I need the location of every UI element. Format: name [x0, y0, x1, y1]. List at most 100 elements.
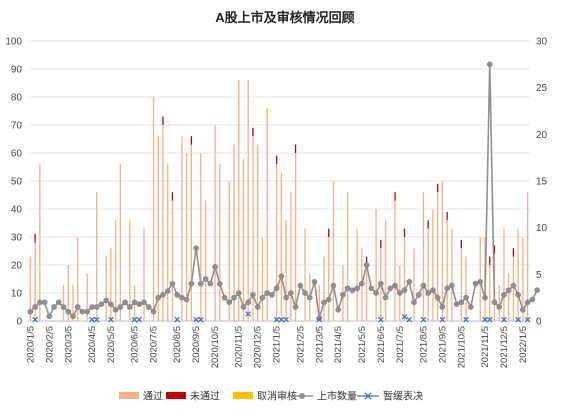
bar	[266, 116, 268, 321]
marker-point	[283, 316, 289, 323]
x-tick-label: 2021/8/5	[418, 326, 429, 363]
left-tick-label: 70	[11, 121, 23, 132]
line-point	[373, 290, 379, 296]
bar	[290, 192, 292, 321]
bar	[365, 265, 368, 321]
marker-stroke	[316, 316, 323, 323]
line-point	[202, 276, 209, 282]
bar	[280, 172, 283, 321]
legend-item: 未通过	[166, 390, 220, 403]
line-point	[84, 308, 91, 315]
bar	[323, 256, 325, 321]
left-axis-ticks: 0 10 20 30 40 50 60 70 80 90 100	[5, 37, 22, 328]
line-point	[231, 294, 237, 301]
bar	[451, 228, 453, 321]
line-point	[297, 282, 304, 289]
line-point	[169, 280, 176, 287]
line-point	[240, 304, 247, 310]
x-tick-label: 2020/1/5	[25, 326, 36, 363]
line-point	[65, 308, 72, 315]
line-point	[89, 304, 95, 310]
bar	[304, 228, 306, 321]
bar	[328, 228, 330, 237]
line-point	[112, 306, 119, 313]
line-point	[382, 294, 389, 301]
legend-label: 取消审核	[257, 390, 297, 403]
left-tick-label: 10	[11, 289, 23, 300]
marker-point	[420, 316, 427, 323]
line-point	[425, 290, 432, 296]
line-point	[126, 304, 133, 310]
line-point	[311, 278, 318, 285]
line-point	[515, 292, 522, 298]
bar	[143, 228, 145, 321]
bar	[512, 248, 515, 257]
line-point	[198, 280, 204, 287]
legend-label: 通过	[143, 390, 163, 403]
line-point	[344, 285, 351, 292]
bar	[167, 164, 169, 321]
marker-stroke	[245, 311, 252, 317]
line-point	[283, 294, 289, 301]
bar	[432, 209, 434, 321]
line-point	[482, 294, 488, 301]
line-point	[477, 278, 484, 285]
marker-stroke	[174, 316, 181, 323]
line-point	[330, 282, 337, 289]
bar	[228, 181, 230, 321]
line-point	[122, 299, 128, 306]
line-point	[250, 292, 256, 298]
marker-point	[377, 316, 384, 323]
line-point	[411, 299, 417, 306]
bar	[328, 237, 330, 321]
legend-label: 暂缓表决	[383, 390, 423, 403]
line-point	[216, 280, 223, 287]
line-point	[392, 282, 398, 289]
line-point	[377, 280, 384, 287]
marker-stroke	[501, 316, 507, 323]
line-point	[188, 280, 195, 287]
left-tick-label: 80	[11, 93, 23, 104]
line-point	[524, 299, 531, 306]
line-point	[145, 304, 152, 310]
bar	[489, 256, 491, 265]
line-point	[335, 306, 342, 313]
marker-stroke	[278, 316, 285, 323]
line-point	[55, 299, 62, 306]
marker-point	[193, 316, 199, 323]
line-point	[505, 287, 512, 294]
bar	[493, 245, 496, 254]
bar	[233, 144, 235, 321]
right-tick-label: 15	[536, 177, 548, 188]
right-tick-label: 30	[536, 37, 548, 48]
line-point	[453, 301, 460, 308]
marker-point	[463, 316, 469, 323]
bar	[446, 220, 448, 321]
bar	[437, 192, 439, 321]
bar	[427, 220, 429, 229]
marker-point	[278, 316, 285, 323]
line-point	[491, 299, 498, 306]
bar	[522, 237, 524, 321]
line-point	[79, 308, 86, 315]
bar	[460, 239, 462, 249]
bar	[77, 237, 79, 321]
x-tick-label: 2020/12/5	[253, 326, 264, 368]
x-tick-label: 2021/12/5	[499, 326, 510, 368]
bar	[489, 265, 491, 321]
x-tick-label: 2020/10/5	[210, 326, 221, 368]
line-point	[93, 304, 100, 310]
bar	[498, 284, 500, 321]
bar	[394, 192, 396, 201]
legend-label: 未通过	[190, 390, 220, 403]
legend-item: 通过	[119, 390, 163, 403]
marker-stroke	[515, 316, 522, 323]
bar	[171, 200, 174, 321]
line-point	[316, 315, 323, 322]
line-point	[27, 308, 34, 315]
line-point	[430, 287, 436, 294]
x-tick-label: 2021/6/5	[376, 326, 387, 363]
bar	[294, 144, 297, 153]
line-point	[36, 299, 43, 306]
